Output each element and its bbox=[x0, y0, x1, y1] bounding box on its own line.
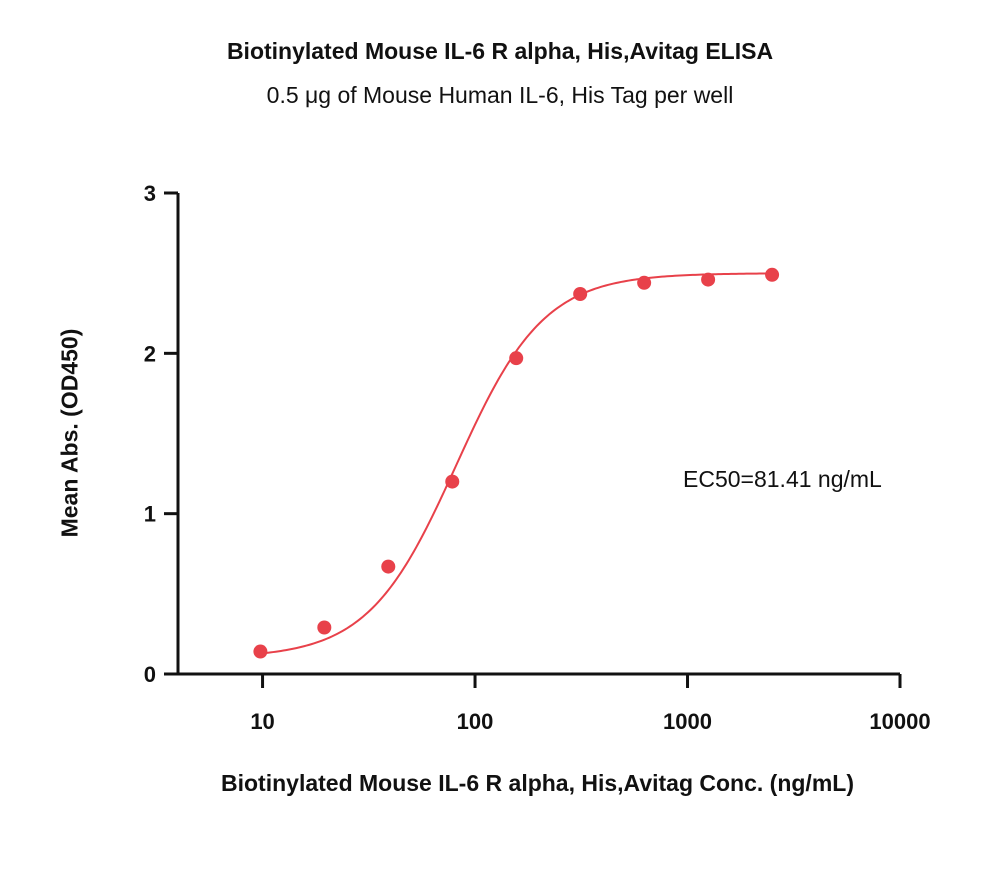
fit-curve bbox=[260, 272, 773, 655]
x-tick-label: 100 bbox=[457, 709, 494, 734]
data-point bbox=[509, 351, 524, 366]
y-tick-label: 3 bbox=[144, 181, 156, 206]
chart-title: Biotinylated Mouse IL-6 R alpha, His,Avi… bbox=[226, 38, 774, 64]
data-point bbox=[573, 287, 588, 302]
data-point bbox=[637, 275, 652, 290]
x-tick-label: 1000 bbox=[663, 709, 712, 734]
data-point bbox=[317, 620, 332, 635]
y-tick-label: 0 bbox=[144, 662, 156, 687]
fit-curve-layer bbox=[260, 272, 773, 655]
y-axis-label: Mean Abs. (OD450) bbox=[56, 328, 83, 538]
data-point bbox=[445, 474, 460, 489]
tick-labels-layer: 0 1 2 3 10 100 1000 10000 bbox=[144, 181, 931, 734]
data-point bbox=[253, 644, 268, 659]
x-tick-label: 10000 bbox=[869, 709, 930, 734]
x-tick-label: 10 bbox=[250, 709, 274, 734]
chart-subtitle: 0.5 μg of Mouse Human IL-6, His Tag per … bbox=[266, 82, 734, 108]
y-tick-label: 2 bbox=[144, 341, 156, 366]
ec50-annotation: EC50=81.41 ng/mL bbox=[683, 466, 882, 492]
y-tick-label: 1 bbox=[144, 502, 156, 527]
x-axis-label: Biotinylated Mouse IL-6 R alpha, His,Avi… bbox=[221, 770, 854, 796]
data-point bbox=[765, 267, 780, 282]
data-point bbox=[701, 272, 716, 287]
data-points-layer bbox=[253, 267, 780, 659]
chart-axes bbox=[164, 191, 902, 688]
data-point bbox=[381, 559, 396, 574]
